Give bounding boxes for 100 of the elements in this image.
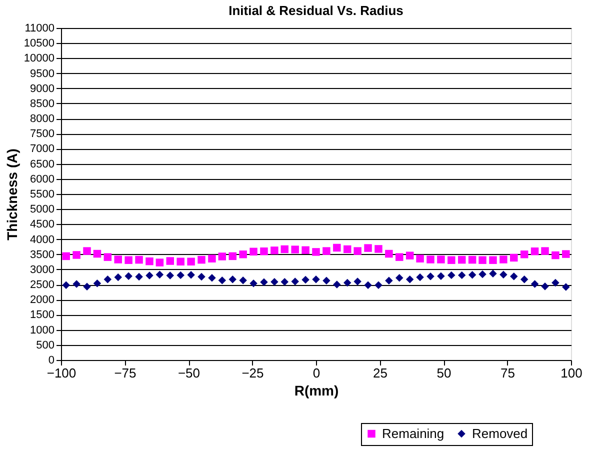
point [500,256,508,264]
point [562,283,570,291]
x-tick-label: −100 [46,366,76,380]
point [104,276,112,284]
x-tick-label: 50 [436,366,452,380]
point [176,258,184,266]
point [280,245,289,254]
point [562,250,570,258]
point [322,247,330,255]
y-tick-label: 1000 [30,324,54,336]
point [343,278,352,287]
point [374,281,382,290]
point [520,276,528,284]
point [93,250,102,258]
y-tick-label: 10500 [24,38,54,50]
point [291,278,299,286]
y-tick-label: 6000 [30,173,54,186]
point [166,257,174,265]
point [280,278,289,286]
point [114,273,122,282]
y-tick-label: 8500 [30,98,54,110]
point [124,272,132,280]
point [104,253,112,261]
point [239,276,247,284]
y-tick-label: 6500 [30,158,54,170]
y-tick-label: 500 [36,339,54,352]
y-tick-label: 2500 [30,279,54,292]
y-tick-label: 7500 [30,128,54,140]
point [270,246,278,254]
y-tick-label: 7000 [30,143,54,156]
point [228,276,236,284]
point [146,272,154,280]
point [166,272,174,280]
point [62,252,70,260]
point [478,256,486,264]
x-tick-label: −75 [114,366,136,380]
point [406,276,414,284]
x-axis-title: R(mm) [294,382,339,398]
point [458,256,466,264]
point [135,256,143,264]
point [72,251,80,259]
y-tick-label: 11000 [24,22,54,34]
point [396,253,404,261]
point [478,270,486,278]
point [489,256,497,264]
y-axis-title: Thickness (A) [4,148,20,240]
point [500,270,508,278]
point [93,279,102,288]
point [250,248,258,256]
point [260,278,268,286]
point [530,280,539,288]
point [385,276,393,284]
point [541,247,549,255]
point [364,281,372,290]
point [156,258,164,266]
x-tick-label: 75 [500,366,515,380]
y-tick-label: 5000 [30,204,54,216]
point [228,252,236,260]
x-tick-label: 100 [560,366,582,380]
point [176,271,184,280]
point [302,246,310,254]
point [416,273,424,282]
point [374,245,382,253]
x-tick-label: −25 [242,366,264,380]
point [406,252,414,260]
point [530,247,539,256]
point [302,276,310,284]
point [250,279,258,288]
x-tick-label: 25 [373,366,388,380]
point [312,276,320,284]
point [187,258,195,266]
point [552,251,560,260]
point [448,256,456,264]
point [437,272,445,280]
point [333,244,341,252]
y-tick-label: 5500 [30,188,54,200]
point [354,247,362,255]
y-tick-label: 4000 [30,234,54,246]
point [146,257,154,266]
y-tick-label: 4500 [30,218,54,231]
y-tick-label: 8000 [30,113,54,126]
point [343,245,352,254]
point [156,270,164,278]
x-tick-label: 0 [312,366,320,380]
point [426,256,434,264]
point [354,278,362,286]
point [124,256,132,264]
point [198,272,206,281]
y-tick-label: 2000 [30,294,54,306]
point [270,278,278,286]
point [489,270,497,278]
x-tick-label: −50 [178,366,200,380]
point [322,276,330,284]
y-tick-label: 3500 [30,248,54,261]
point [218,252,226,260]
legend-label: Remaining [382,426,444,441]
point [208,254,216,262]
point [62,281,70,290]
point [83,282,91,291]
point [218,276,226,284]
